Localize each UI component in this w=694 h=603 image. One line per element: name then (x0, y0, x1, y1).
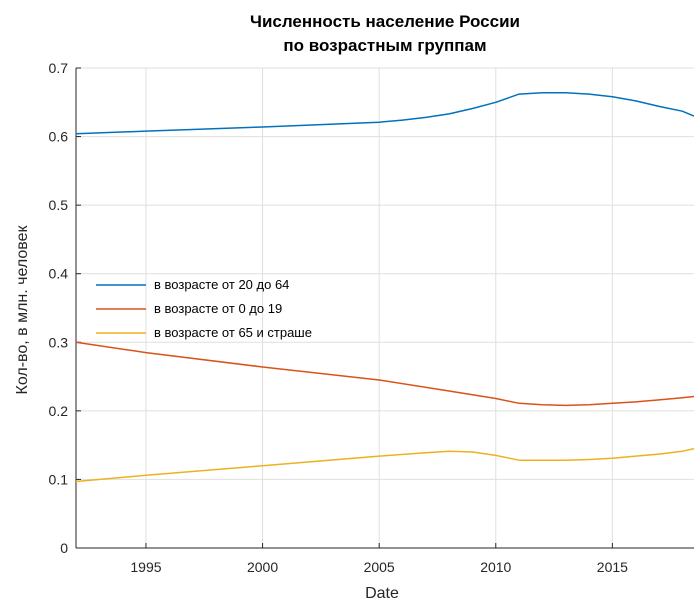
x-tick-label: 1995 (130, 559, 161, 575)
y-tick-label: 0.5 (49, 197, 69, 213)
y-tick-label: 0.6 (49, 129, 69, 145)
legend-label-20-64: в возрасте от 20 до 64 (154, 277, 289, 292)
x-tick-label: 2000 (247, 559, 278, 575)
y-tick-label: 0.2 (49, 403, 69, 419)
y-tick-label: 0 (60, 540, 68, 556)
x-tick-label: 2015 (597, 559, 628, 575)
series-line-1 (75, 341, 694, 407)
tick-labels: 1995 2000 2005 2010 2015 0 0.1 0.2 0.3 0.4 0.5 0.6 0… (49, 60, 629, 575)
chart-title-line-1: Численность население России (250, 12, 520, 31)
x-axis-label: Date (365, 585, 399, 602)
y-tick-label: 0.7 (49, 60, 69, 76)
legend-label-0-19: в возрасте от 0 до 19 (154, 301, 282, 316)
y-tick-label: 0.1 (49, 471, 69, 487)
series-layer (75, 91, 694, 483)
x-tick-label: 2010 (480, 559, 511, 575)
series-line-0 (75, 91, 694, 135)
legend-label-65-plus: в возрасте от 65 и страше (154, 325, 312, 340)
chart-title-line-2: по возрастным группам (283, 36, 486, 55)
y-axis-label: Кол-во, в млн. человек (14, 225, 31, 395)
legend: в возрасте от 20 до 64 в возрасте от 0 д… (96, 277, 312, 340)
series-line-2 (75, 447, 694, 483)
axes-layer (75, 67, 694, 549)
y-tick-label: 0.3 (49, 334, 69, 350)
x-tick-label: 2005 (364, 559, 395, 575)
y-tick-label: 0.4 (49, 266, 69, 282)
